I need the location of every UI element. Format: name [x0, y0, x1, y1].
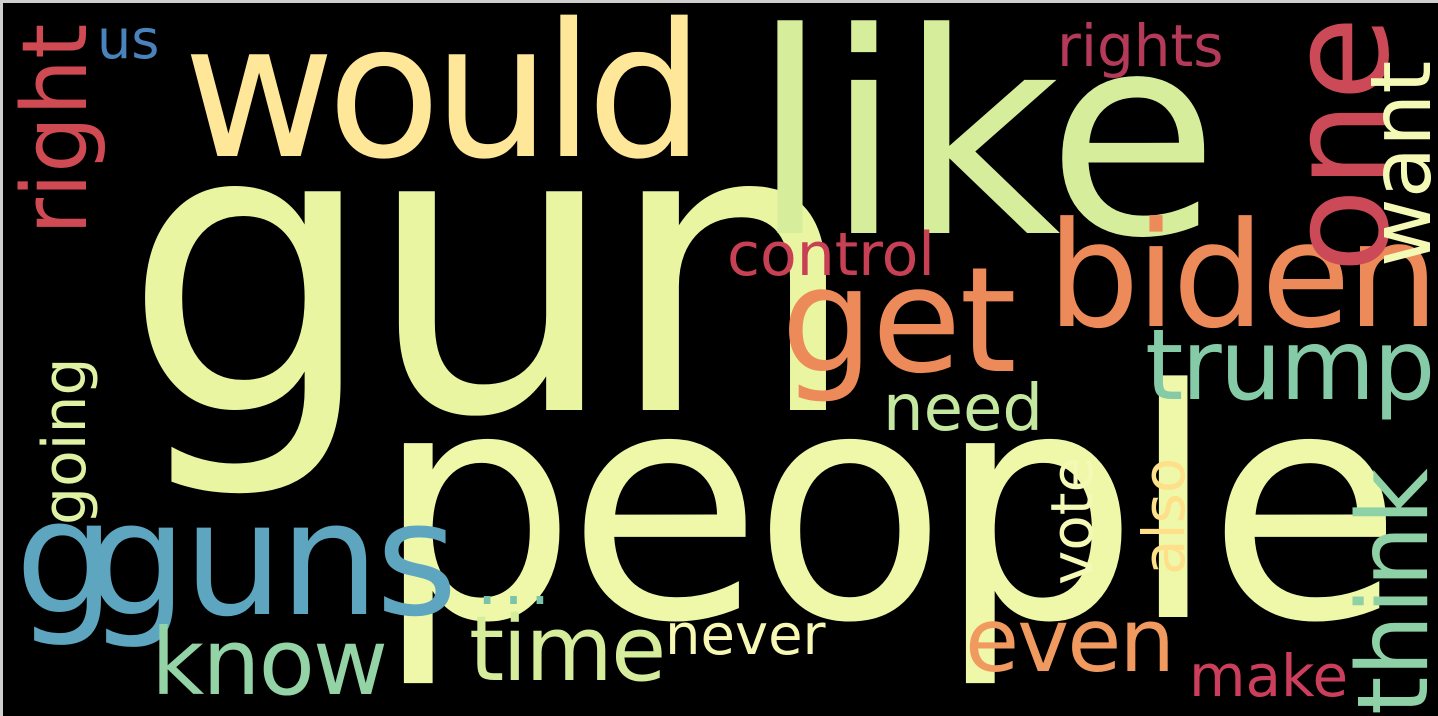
word-right: right	[3, 23, 108, 235]
word-trump: trump	[1145, 309, 1435, 423]
word-even: even	[965, 589, 1175, 692]
word-also: also	[1130, 457, 1198, 575]
word-dots: ...	[477, 546, 557, 620]
word-know: know	[151, 609, 388, 716]
word-g: g	[15, 466, 116, 650]
word-us: us	[97, 8, 160, 71]
word-guns: guns	[87, 468, 458, 652]
word-want: want	[1352, 60, 1438, 267]
word-like: like	[751, 0, 1219, 300]
word-get: get	[781, 236, 1017, 406]
word-people: people	[375, 322, 1403, 692]
word-control: control	[727, 220, 935, 290]
word-time: time	[469, 597, 666, 702]
word-vote: vote	[1038, 456, 1106, 585]
word-would: would	[183, 0, 705, 200]
word-think: think	[1337, 468, 1438, 715]
word-gun: gun	[123, 40, 860, 505]
word-rights: rights	[1057, 12, 1224, 80]
word-make: make	[1189, 642, 1349, 710]
word-going: going	[30, 357, 100, 525]
word-need: need	[883, 372, 1043, 446]
word-never: never	[665, 603, 826, 668]
word-biden: biden	[1047, 191, 1438, 361]
